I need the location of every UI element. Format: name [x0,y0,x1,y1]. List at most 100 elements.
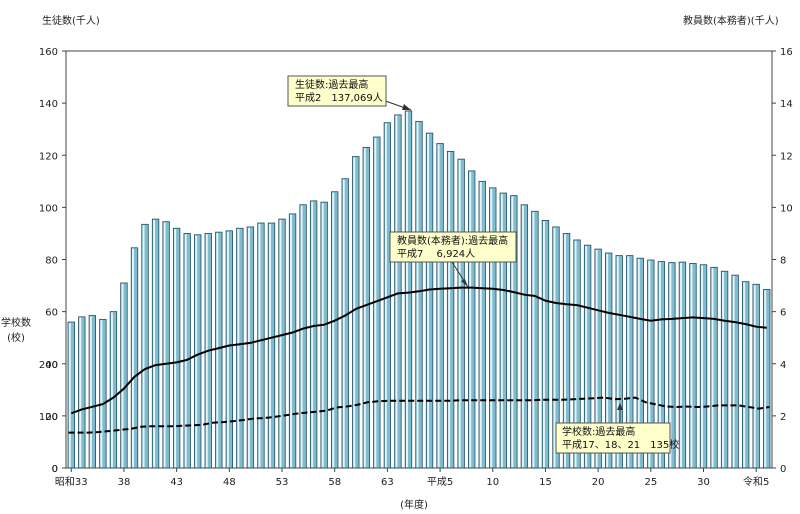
student-bar [88,315,97,469]
student-bar-highlight [690,264,693,468]
callout-schools-line1: 学校数:過去最高 [562,425,635,438]
right-tick-label: 2 [780,412,786,423]
student-bar [520,204,529,469]
student-bar-highlight [89,316,92,468]
left-axis-ticks: 20 40 60 80 100 120 140 160 [39,47,66,469]
student-bar-highlight [363,148,366,468]
student-bar-highlight [606,253,609,468]
student-bar [499,192,507,469]
student-bar [552,226,560,469]
student-bar [130,247,139,469]
student-bar [225,230,233,469]
zero-tick-label: 0 [52,464,58,475]
student-bar [615,255,623,469]
callout-teachers-box [389,231,517,263]
student-bars [67,110,771,469]
left-tick-label: 140 [39,99,58,110]
school-tick-label: 100 [39,412,58,423]
student-bar-highlight [511,196,514,468]
student-bar [78,316,86,469]
school-tick-label: 200 [39,360,58,371]
student-bar-highlight [637,258,640,468]
student-bar-highlight [384,123,387,468]
student-bar [657,261,666,469]
x-tick-label: 昭和33 [55,476,88,488]
student-bar [562,233,571,469]
student-bar-highlight [469,171,472,468]
student-bar-highlight [679,262,682,468]
callout-teachers-line2: 平成7 6,924人 [397,248,475,260]
student-bar [99,319,107,469]
student-bar [141,223,149,469]
x-tick-label: 53 [276,477,289,488]
right-tick-label: 12 [780,151,793,162]
x-tick-label: 30 [697,477,710,488]
student-bar-highlight [500,193,503,468]
left-tick-label: 80 [45,256,58,267]
student-bar-highlight [542,221,545,468]
student-bar [415,120,423,469]
student-bar [489,187,497,469]
x-tick-label: 25 [644,477,657,488]
callout-students-line1: 生徒数:過去最高 [295,78,368,91]
callout-students-arrowhead [402,104,411,110]
student-bar [605,252,613,469]
student-bar-highlight [226,231,229,468]
student-bar [763,289,771,469]
student-bar-highlight [353,157,356,468]
callout-schools: 学校数:過去最高 平成17、18、21 135校 [555,403,679,454]
student-bar-highlight [521,205,524,468]
student-bar [278,218,286,469]
student-bar [647,259,655,469]
teacher-line [70,286,767,415]
student-bar [583,244,592,469]
student-bar [510,195,518,469]
student-bar [699,264,708,469]
student-bar [246,226,255,469]
student-bar-highlight [479,182,482,468]
student-bar [352,156,360,469]
student-bar-highlight [574,240,577,468]
student-bar [162,221,170,469]
student-bar-highlight [332,192,335,468]
student-bar-highlight [142,225,145,468]
callout-teachers: 教員数(本務者):過去最高 平成7 6,924人 [389,231,517,288]
student-bar-highlight [732,275,735,468]
callout-students-line2: 平成2 137,069人 [295,92,383,104]
callout-schools-arrowhead [617,403,623,410]
student-bar [573,239,581,469]
x-tick-label: 20 [592,477,605,488]
student-bar [394,114,402,469]
student-bar [436,143,444,469]
student-bar [267,222,276,469]
student-bar-highlight [184,234,187,468]
student-bar [236,227,244,469]
school-axis-label-1: 学校数 [1,316,31,329]
x-tick-label: 平成5 [427,476,453,488]
student-bar [120,282,128,469]
x-tick-label: 48 [223,477,236,488]
student-bar [468,170,476,469]
school-axis-ticks: 0 100 200 [39,360,58,475]
student-bar [183,233,191,469]
right-tick-label: 10 [780,203,793,214]
right-axis-label: 教員数(本務者)(千人) [683,14,779,27]
student-bar-highlight [258,223,261,468]
callout-schools-line2: 平成17、18、21 135校 [562,438,679,451]
left-tick-label: 20 [45,412,58,423]
student-bar-highlight [174,229,177,468]
x-axis-label: (年度) [400,498,428,511]
student-bar-highlight [416,122,419,468]
student-bar-highlight [100,320,103,468]
student-bar-highlight [405,111,408,468]
student-bar-highlight [585,245,588,468]
student-bar [531,210,539,469]
student-bar [288,213,297,469]
student-bar [109,311,118,469]
student-bar [151,218,160,469]
callout-students-box [287,75,387,107]
student-bar-highlight [658,262,661,468]
student-bar-highlight [743,282,746,468]
left-axis-label: 生徒数(千人) [42,14,100,27]
